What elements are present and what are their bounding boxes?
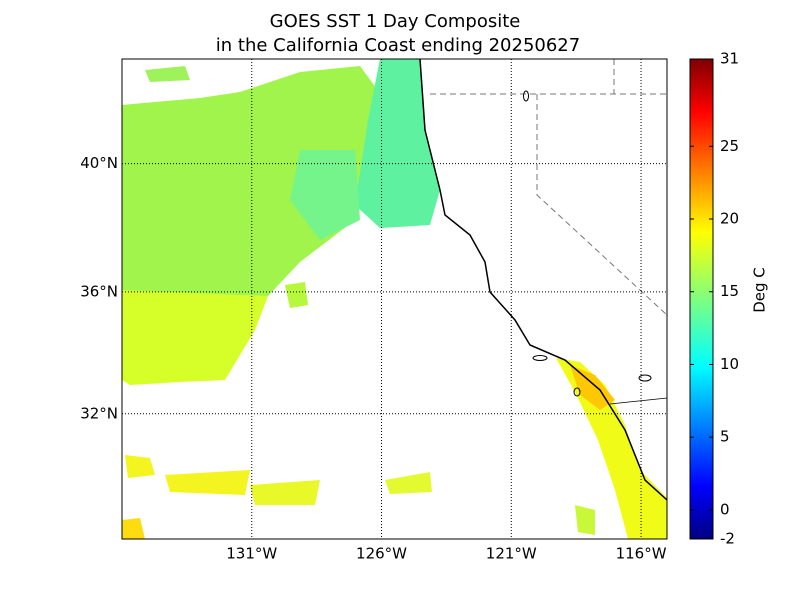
sst-field <box>122 290 268 385</box>
country-border <box>609 397 667 405</box>
colorbar <box>689 58 714 540</box>
sst-field <box>125 455 155 478</box>
y-tick-label: 36°N <box>80 282 118 300</box>
sst-field <box>285 282 308 308</box>
x-tick-label: 121°W <box>486 545 537 563</box>
sst-field <box>385 472 432 494</box>
x-tick-label: 116°W <box>616 545 667 563</box>
sst-field <box>122 66 385 300</box>
colorbar-tick-label: -2 <box>720 530 735 548</box>
colorbar-tick-label: 15 <box>720 282 739 300</box>
coastline <box>419 59 667 501</box>
sst-field <box>355 59 440 228</box>
island <box>523 90 529 102</box>
colorbar-tick-label: 5 <box>720 428 730 446</box>
sst-imagery <box>122 59 667 539</box>
colorbar-tick-label: 0 <box>720 500 730 518</box>
chart-title: GOES SST 1 Day Composite <box>270 11 521 32</box>
colorbar-tick-label: 20 <box>720 210 739 228</box>
map-frame <box>121 58 668 540</box>
colorbar-tick-label: 10 <box>720 355 739 373</box>
island <box>573 387 581 397</box>
state-border <box>430 59 667 316</box>
sst-field <box>122 518 145 539</box>
sst-field <box>250 480 320 505</box>
chart-subtitle: in the California Coast ending 20250627 <box>216 35 580 56</box>
colorbar-tick-label: 25 <box>720 137 739 155</box>
sst-field <box>556 358 667 539</box>
sst-field <box>165 470 250 495</box>
sst-field <box>575 505 595 535</box>
y-tick-label: 40°N <box>80 154 118 172</box>
grid-layer <box>122 59 667 539</box>
sst-field <box>290 150 360 240</box>
y-tick-label: 32°N <box>80 404 118 422</box>
x-tick-label: 131°W <box>226 545 277 563</box>
island <box>532 355 548 361</box>
colorbar-tick-label: 31 <box>720 50 739 68</box>
colorbar-label: Deg C <box>751 267 769 313</box>
sst-field <box>570 365 615 410</box>
sst-field <box>145 66 190 82</box>
x-tick-label: 126°W <box>356 545 407 563</box>
island <box>638 374 652 382</box>
